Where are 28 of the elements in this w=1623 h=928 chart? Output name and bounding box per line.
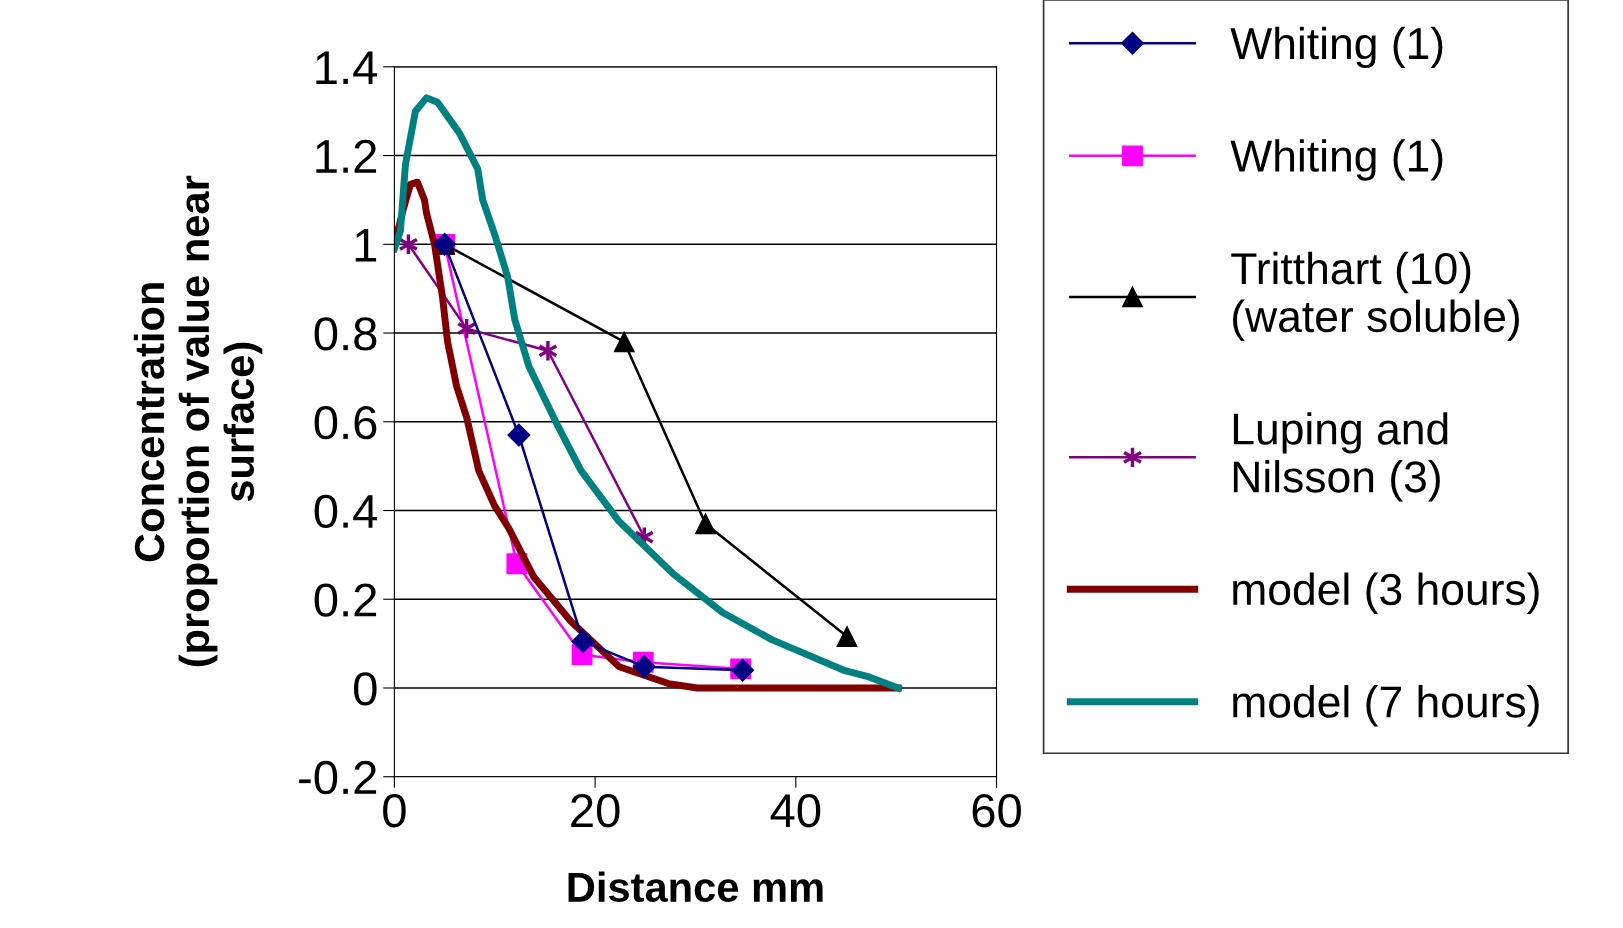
point (836, 626, 858, 647)
legend-label: Luping and Nilsson (3) (1233, 412, 1448, 502)
legend-label: model (3 hours) (1233, 572, 1539, 614)
x-tick-label: 60 (972, 793, 1021, 828)
y-tick-label: 0.8 (314, 317, 377, 351)
legend-label: Tritthart (10) (water soluble) (1231, 251, 1519, 342)
y-tick-label: 0.4 (314, 494, 378, 529)
point (632, 655, 656, 679)
y-tick-label: 0.6 (314, 405, 377, 440)
point (571, 629, 595, 653)
y-tick-label: 1.4 (316, 51, 378, 84)
y-axis-title: Concentration (proportion of value near surface) (133, 175, 263, 667)
x-tick-label: 20 (571, 793, 620, 828)
legend-label: Whiting (1) (1230, 26, 1443, 69)
x-axis-title: Distance mm (568, 871, 823, 903)
point (507, 423, 531, 447)
legend-label: model (7 hours) (1233, 685, 1539, 727)
x-tick-label: 0 (383, 793, 406, 828)
y-tick-label: -0.2 (299, 760, 377, 795)
point (695, 513, 716, 535)
y-tick-label: 1.2 (316, 139, 377, 173)
y-tick-label: 0 (354, 672, 377, 706)
legend-label: Whiting (1) (1230, 139, 1443, 181)
point (537, 339, 559, 363)
y-tick-label: 1 (355, 228, 377, 262)
y-tick-label: 0.2 (314, 583, 377, 617)
x-tick-label: 40 (770, 793, 821, 828)
point (613, 331, 635, 353)
